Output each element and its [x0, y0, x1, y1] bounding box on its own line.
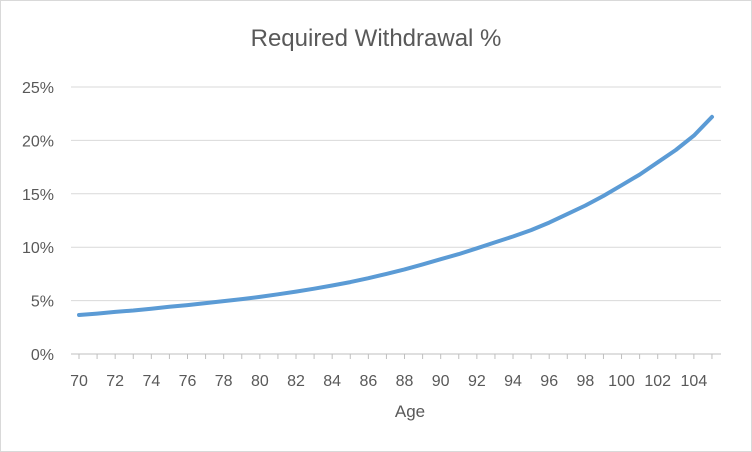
x-tick-label: 88: [396, 373, 414, 390]
x-tick-label: 84: [323, 373, 341, 390]
y-tick-label: 15%: [22, 187, 54, 204]
x-tick-label: 70: [70, 373, 88, 390]
y-tick-label: 25%: [22, 80, 54, 97]
x-tick-label: 76: [179, 373, 197, 390]
x-tick-label: 98: [576, 373, 594, 390]
x-tick-label: 80: [251, 373, 269, 390]
x-tick-label: 90: [432, 373, 450, 390]
x-tick-label: 94: [504, 373, 522, 390]
y-tick-label: 0%: [31, 347, 54, 364]
x-tick-label: 92: [468, 373, 486, 390]
x-tick-label: 102: [644, 373, 671, 390]
x-tick-label: 86: [359, 373, 377, 390]
x-tick-label: 100: [608, 373, 635, 390]
series-line: [77, 114, 714, 317]
y-tick-label: 5%: [31, 294, 54, 311]
x-tick-label: 78: [215, 373, 233, 390]
x-axis-label: Age: [395, 402, 425, 421]
x-tick-label: 82: [287, 373, 305, 390]
x-tick-label: 72: [106, 373, 124, 390]
chart-title: Required Withdrawal %: [250, 25, 502, 52]
y-tick-label: 10%: [22, 240, 54, 257]
y-tick-label: 20%: [22, 133, 54, 150]
x-tick-label: 74: [142, 373, 160, 390]
x-tick-label: 96: [540, 373, 558, 390]
x-tick-label: 104: [681, 373, 708, 390]
